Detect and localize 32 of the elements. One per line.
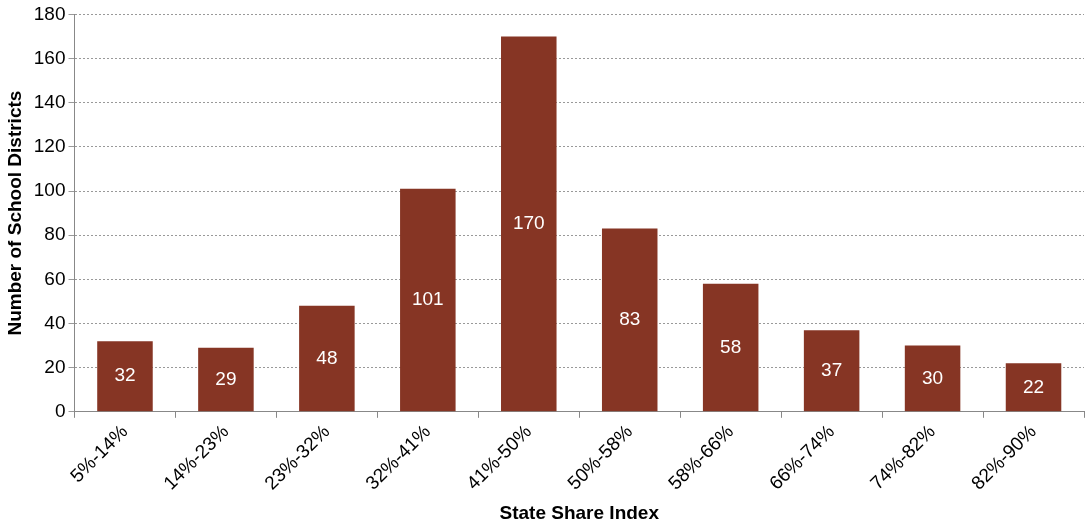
y-tick-label: 0	[54, 400, 66, 422]
bar	[803, 330, 860, 412]
y-tick-label: 140	[33, 90, 66, 112]
y-tick-label: 180	[33, 2, 66, 24]
bar	[702, 283, 759, 412]
y-axis-title: Number of School Districts	[3, 90, 25, 336]
data-label: 48	[316, 346, 338, 368]
y-tick-label: 60	[44, 267, 66, 289]
data-label: 32	[114, 364, 136, 386]
x-axis-title: State Share Index	[499, 501, 660, 523]
bar	[299, 305, 355, 412]
y-tick-label: 120	[33, 135, 66, 157]
y-tick-label: 160	[33, 46, 66, 68]
y-tick-label: 80	[44, 223, 66, 245]
bar	[904, 345, 961, 412]
bar	[1005, 363, 1062, 412]
bar	[198, 347, 254, 412]
data-label: 37	[821, 358, 843, 380]
y-tick-label: 40	[44, 311, 66, 333]
bar	[400, 188, 456, 412]
y-tick-label: 100	[33, 179, 66, 201]
bar	[97, 341, 153, 412]
data-label: 29	[215, 367, 237, 389]
y-tick-label: 20	[44, 355, 66, 377]
data-label: 30	[922, 366, 944, 388]
bar	[501, 36, 557, 412]
data-label: 22	[1022, 375, 1045, 397]
data-label: 58	[720, 335, 742, 357]
bar	[601, 228, 658, 412]
data-label: 170	[512, 212, 545, 234]
data-label: 101	[411, 288, 444, 310]
data-label: 83	[619, 308, 641, 330]
